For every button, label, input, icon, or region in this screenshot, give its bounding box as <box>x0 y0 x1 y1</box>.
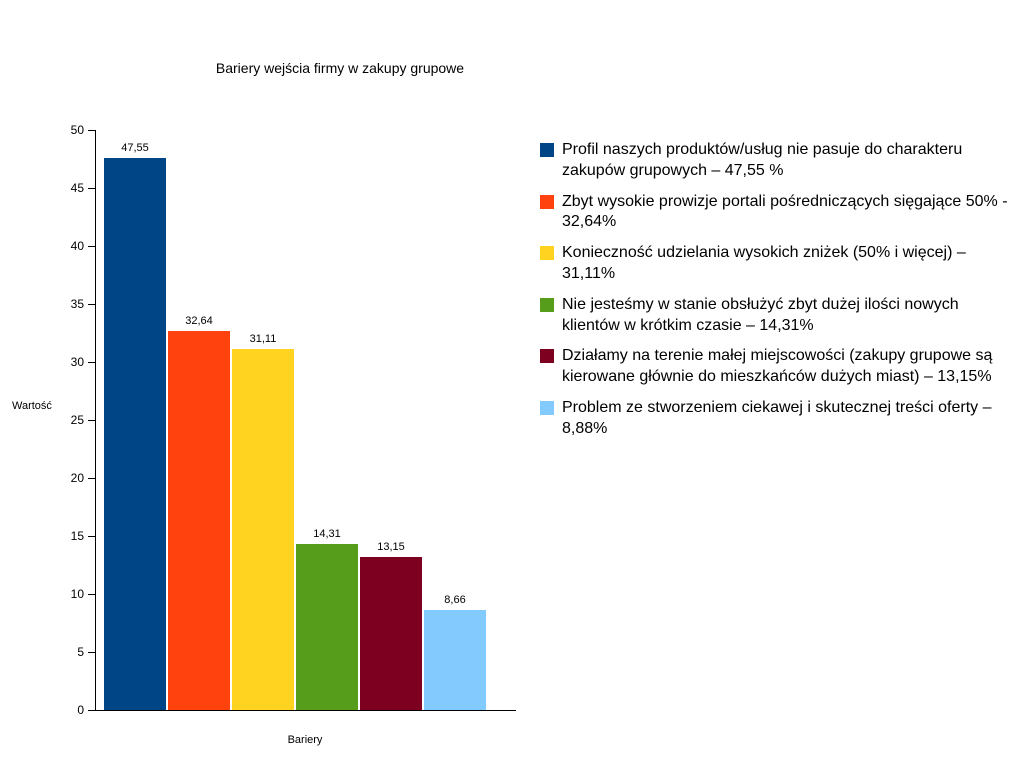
bar: 8,66 <box>424 610 486 710</box>
bar: 32,64 <box>168 331 230 710</box>
y-tick <box>88 652 96 653</box>
chart-page: Bariery wejścia firmy w zakupy grupowe W… <box>0 0 1024 768</box>
legend-item: Konieczność udzielania wysokich zniżek (… <box>540 243 1020 285</box>
legend-text: Nie jesteśmy w stanie obsłużyć zbyt duże… <box>562 295 1020 337</box>
bar-value-label: 13,15 <box>377 541 405 553</box>
bar-value-label: 14,31 <box>313 528 341 540</box>
y-tick-label: 40 <box>71 239 84 253</box>
legend-item: Działamy na terenie małej miejscowości (… <box>540 346 1020 388</box>
y-tick-label: 35 <box>71 297 84 311</box>
legend-swatch <box>540 246 554 260</box>
y-tick-label: 25 <box>71 413 84 427</box>
bar-fill <box>296 544 358 710</box>
legend-swatch <box>540 298 554 312</box>
y-axis-label: Wartość <box>12 400 52 412</box>
y-tick <box>88 536 96 537</box>
y-tick-label: 5 <box>77 645 84 659</box>
legend-text: Problem ze stworzeniem ciekawej i skutec… <box>562 398 1020 440</box>
y-tick-label: 0 <box>77 703 84 717</box>
y-tick <box>88 710 96 711</box>
legend-swatch <box>540 195 554 209</box>
legend-swatch <box>540 143 554 157</box>
bar-value-label: 47,55 <box>121 142 149 154</box>
y-tick <box>88 304 96 305</box>
chart-title: Bariery wejścia firmy w zakupy grupowe <box>0 60 680 76</box>
legend-swatch <box>540 401 554 415</box>
y-tick-label: 10 <box>71 587 84 601</box>
y-tick <box>88 130 96 131</box>
legend-item: Profil naszych produktów/usług nie pasuj… <box>540 140 1020 182</box>
y-tick <box>88 362 96 363</box>
bar-value-label: 8,66 <box>444 594 465 606</box>
bar-value-label: 31,11 <box>250 333 277 345</box>
bar: 31,11 <box>232 349 294 710</box>
legend-text: Zbyt wysokie prowizje portali pośrednicz… <box>562 192 1020 234</box>
y-tick <box>88 420 96 421</box>
bar-fill <box>424 610 486 710</box>
y-tick <box>88 594 96 595</box>
y-tick-label: 30 <box>71 355 84 369</box>
y-tick-label: 15 <box>71 529 84 543</box>
bar-fill <box>360 557 422 710</box>
legend: Profil naszych produktów/usług nie pasuj… <box>540 140 1020 450</box>
legend-item: Zbyt wysokie prowizje portali pośrednicz… <box>540 192 1020 234</box>
legend-swatch <box>540 349 554 363</box>
legend-item: Problem ze stworzeniem ciekawej i skutec… <box>540 398 1020 440</box>
bar-fill <box>104 158 166 710</box>
plot-area: 47,5532,6431,1114,3113,158,66 0510152025… <box>95 130 516 711</box>
bars-container: 47,5532,6431,1114,3113,158,66 <box>96 130 516 710</box>
y-tick-label: 20 <box>71 471 84 485</box>
legend-text: Działamy na terenie małej miejscowości (… <box>562 346 1020 388</box>
legend-text: Profil naszych produktów/usług nie pasuj… <box>562 140 1020 182</box>
y-tick <box>88 478 96 479</box>
bar: 47,55 <box>104 158 166 710</box>
legend-text: Konieczność udzielania wysokich zniżek (… <box>562 243 1020 285</box>
bar: 13,15 <box>360 557 422 710</box>
y-tick-label: 50 <box>71 123 84 137</box>
bar: 14,31 <box>296 544 358 710</box>
y-tick <box>88 188 96 189</box>
bar-fill <box>168 331 230 710</box>
y-tick-label: 45 <box>71 181 84 195</box>
y-tick <box>88 246 96 247</box>
x-axis-label: Bariery <box>95 734 515 746</box>
bar-value-label: 32,64 <box>185 315 213 327</box>
bar-fill <box>232 349 294 710</box>
legend-item: Nie jesteśmy w stanie obsłużyć zbyt duże… <box>540 295 1020 337</box>
